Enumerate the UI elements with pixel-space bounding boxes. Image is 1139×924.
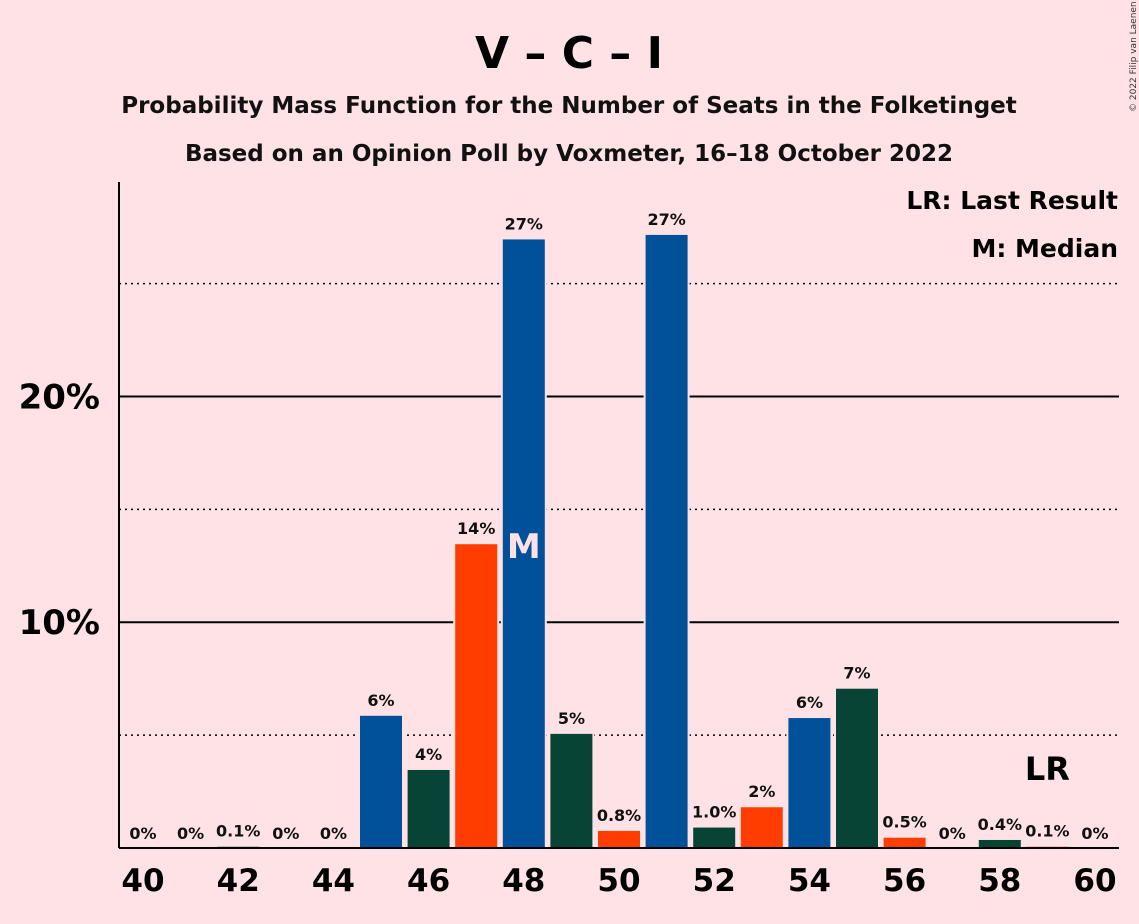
bar-51	[643, 232, 690, 850]
bar-label-50: 0.8%	[597, 806, 641, 825]
bar-55	[834, 686, 880, 850]
bar-label-46: 4%	[415, 745, 442, 764]
bar-label-58: 0.4%	[978, 815, 1022, 834]
x-tick-40: 40	[121, 863, 164, 899]
x-tick-42: 42	[217, 863, 260, 899]
bar-46	[405, 767, 452, 849]
chart-subtitle-2: Based on an Opinion Poll by Voxmeter, 16…	[185, 141, 953, 167]
bar-label-55: 7%	[843, 664, 870, 683]
bar-label-40: 0%	[129, 824, 156, 843]
last-result-marker: LR	[1025, 750, 1070, 788]
x-tick-58: 58	[978, 863, 1021, 899]
copyright-note: © 2022 Filip van Laenen	[1129, 1, 1139, 112]
median-marker: M	[507, 527, 541, 567]
bar-label-53: 2%	[748, 782, 775, 801]
bar-label-54: 6%	[796, 693, 823, 712]
bar-label-42: 0.1%	[216, 822, 260, 841]
bar-47	[453, 542, 500, 849]
x-tick-54: 54	[788, 863, 831, 899]
bar-56	[881, 835, 928, 849]
x-tick-46: 46	[407, 863, 450, 899]
y-tick-10: 10%	[19, 603, 100, 643]
bar-49	[548, 731, 595, 850]
x-tick-50: 50	[597, 863, 640, 899]
bar-label-41: 0%	[177, 824, 204, 843]
bar-label-59: 0.1%	[1025, 822, 1069, 841]
x-tick-44: 44	[312, 863, 355, 899]
bar-50	[596, 828, 642, 849]
bar-label-48: 27%	[505, 214, 543, 233]
x-tick-56: 56	[883, 863, 926, 899]
chart-subtitle: Probability Mass Function for the Number…	[121, 93, 1017, 119]
x-tick-52: 52	[693, 863, 736, 899]
bar-labels: 0% 0% 0.1% 0% 0% 6% 4% 14% 27% 5% 0.8% 27% 1.0% 2% 6% 7…	[129, 210, 1108, 843]
y-tick-20: 20%	[19, 377, 100, 417]
bar-label-60: 0%	[1081, 824, 1108, 843]
bar-label-56: 0.5%	[882, 813, 926, 832]
bar-48	[500, 237, 547, 849]
x-tick-48: 48	[502, 863, 545, 899]
bar-54	[786, 716, 833, 849]
x-tick-60: 60	[1073, 863, 1116, 899]
bar-label-57: 0%	[939, 824, 966, 843]
bar-label-44: 0%	[320, 824, 347, 843]
legend-last-result: LR: Last Result	[906, 186, 1118, 215]
bar-45	[358, 713, 404, 849]
bar-label-51: 27%	[647, 210, 685, 229]
y-tick-labels: 10% 20%	[19, 377, 100, 643]
bar-label-43: 0%	[272, 824, 299, 843]
x-tick-labels: 40 42 44 46 48 50 52 54 56 58 60	[121, 863, 1116, 899]
bar-label-47: 14%	[457, 519, 495, 538]
bar-53	[738, 805, 785, 849]
bar-label-45: 6%	[367, 691, 394, 710]
bar-52	[691, 825, 738, 850]
grid-lines	[119, 282, 1119, 736]
bar-label-49: 5%	[558, 709, 585, 728]
bars	[215, 232, 1071, 850]
chart-title: V – C – I	[475, 28, 663, 79]
bar-label-52: 1.0%	[692, 803, 736, 822]
legend-median: M: Median	[971, 234, 1118, 263]
bar-58	[976, 837, 1023, 849]
